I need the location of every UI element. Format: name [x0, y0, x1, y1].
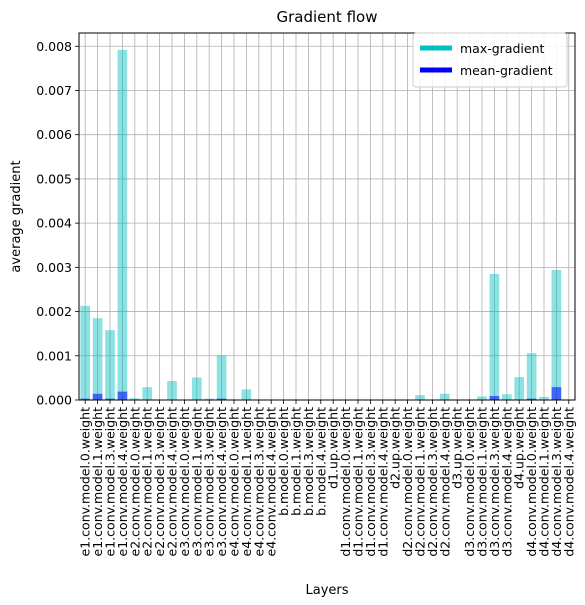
x-tick-label: e2.conv.model.4.weight — [165, 407, 180, 557]
max-gradient-bar — [439, 393, 450, 400]
max-gradient-bar — [241, 389, 252, 400]
x-tick-label: e1.conv.model.4.weight — [115, 407, 130, 557]
x-tick-label: d2.conv.model.1.weight — [413, 407, 428, 557]
x-tick-label: e1.conv.model.0.weight — [78, 407, 93, 557]
y-axis-label: average gradient — [9, 160, 24, 272]
max-gradient-bar — [105, 330, 115, 400]
max-gradient-bar — [142, 387, 153, 400]
y-tick-label: 0.001 — [36, 348, 72, 363]
x-tick-label: e4.conv.model.4.weight — [264, 407, 279, 557]
y-tick-label: 0.008 — [36, 39, 72, 54]
max-gradient-bar — [489, 273, 500, 400]
max-gradient-bar — [167, 380, 177, 400]
max-gradient-bar — [191, 377, 202, 400]
x-tick-label: e2.conv.model.1.weight — [140, 407, 155, 557]
x-tick-label: d4.conv.model.3.weight — [549, 407, 564, 557]
max-gradient-bar — [539, 396, 549, 400]
x-tick-label: d3.conv.model.1.weight — [475, 407, 490, 557]
legend: max-gradient mean-gradient — [412, 32, 568, 88]
x-tick-label: e4.conv.model.3.weight — [251, 407, 266, 557]
max-gradient-bar — [216, 355, 227, 400]
x-tick-label: d1.up.weight — [326, 407, 341, 489]
max-gradient-bar — [117, 49, 128, 401]
x-tick-label: d1.conv.model.0.weight — [338, 407, 353, 557]
x-tick-label: d3.up.weight — [450, 407, 465, 489]
x-tick-label: b.model.1.weight — [289, 407, 304, 516]
legend-label-mean-gradient: mean-gradient — [460, 63, 553, 78]
plot-frame — [78, 32, 576, 401]
x-tick-label: b.model.3.weight — [301, 407, 316, 516]
x-tick-label: e3.conv.model.3.weight — [202, 407, 217, 557]
y-tick-label: 0.005 — [36, 171, 72, 186]
x-tick-label: d4.conv.model.4.weight — [561, 407, 576, 557]
max-gradient-bar — [204, 398, 215, 400]
x-tick-label: e2.conv.model.3.weight — [152, 407, 167, 557]
y-tick-label: 0.000 — [36, 393, 72, 408]
max-gradient-bar — [80, 305, 91, 400]
x-tick-label: b.model.4.weight — [313, 407, 328, 516]
y-tick-label: 0.003 — [36, 260, 72, 275]
x-tick-label: d4.conv.model.0.weight — [524, 407, 539, 557]
x-tick-label: e1.conv.model.3.weight — [103, 407, 118, 557]
x-tick-label: d2.conv.model.0.weight — [400, 407, 415, 557]
max-gradient-bar — [526, 353, 537, 400]
x-tick-label: d4.conv.model.1.weight — [537, 407, 552, 557]
mean-gradient-bar — [117, 391, 128, 400]
x-tick-label: e2.conv.model.0.weight — [127, 407, 142, 557]
max-gradient-bar — [92, 318, 103, 400]
grid — [79, 33, 575, 401]
x-axis-label: Layers — [305, 583, 348, 598]
x-tick-label: d2.up.weight — [388, 407, 403, 489]
x-tick-label: d2.conv.model.4.weight — [437, 407, 452, 557]
x-tick-label: b.model.0.weight — [276, 407, 291, 516]
x-tick-label: d2.conv.model.3.weight — [425, 407, 440, 557]
x-tick-label: d3.conv.model.4.weight — [499, 407, 514, 557]
x-tick-label: d3.conv.model.0.weight — [462, 407, 477, 557]
mean-gradient-bar — [489, 396, 500, 400]
y-tick-label: 0.002 — [36, 304, 72, 319]
legend-label-max-gradient: max-gradient — [460, 41, 544, 56]
mean-gradient-bar — [92, 393, 103, 400]
x-tick-label: d3.conv.model.3.weight — [487, 407, 502, 557]
x-tick-label: e3.conv.model.0.weight — [177, 407, 192, 557]
x-axis: e1.conv.model.0.weighte1.conv.model.1.we… — [78, 400, 576, 557]
max-gradient-bar — [477, 396, 487, 400]
y-tick-label: 0.004 — [36, 216, 72, 231]
mean-gradient-bar — [551, 387, 562, 400]
x-tick-label: d1.conv.model.3.weight — [363, 407, 378, 557]
x-tick-label: e3.conv.model.1.weight — [189, 407, 204, 557]
mean-gradient-bar — [80, 398, 91, 400]
max-gradient-bar — [501, 394, 512, 400]
x-tick-label: d4.up.weight — [512, 407, 527, 489]
max-gradient-bar — [129, 398, 140, 400]
max-gradient-bar — [514, 377, 525, 400]
mean-gradient-bar — [216, 398, 227, 400]
x-tick-label: e4.conv.model.0.weight — [227, 407, 242, 557]
x-tick-label: e3.conv.model.4.weight — [214, 407, 229, 557]
max-gradient-bar — [551, 270, 562, 400]
x-tick-label: d1.conv.model.1.weight — [351, 407, 366, 557]
y-tick-label: 0.007 — [36, 83, 72, 98]
max-gradient-bars — [80, 49, 574, 401]
y-axis: 0.000 0.001 0.002 0.003 0.004 0.005 0.006 0.007… — [36, 39, 79, 408]
x-tick-label: d1.conv.model.4.weight — [375, 407, 390, 557]
chart-title: Gradient flow — [277, 8, 378, 26]
y-tick-label: 0.006 — [36, 127, 72, 142]
mean-gradient-bar — [526, 398, 537, 400]
x-tick-label: e4.conv.model.1.weight — [239, 407, 254, 557]
max-gradient-bar — [415, 395, 425, 400]
x-tick-label: e1.conv.model.1.weight — [90, 407, 105, 557]
mean-gradient-bar — [105, 398, 115, 400]
